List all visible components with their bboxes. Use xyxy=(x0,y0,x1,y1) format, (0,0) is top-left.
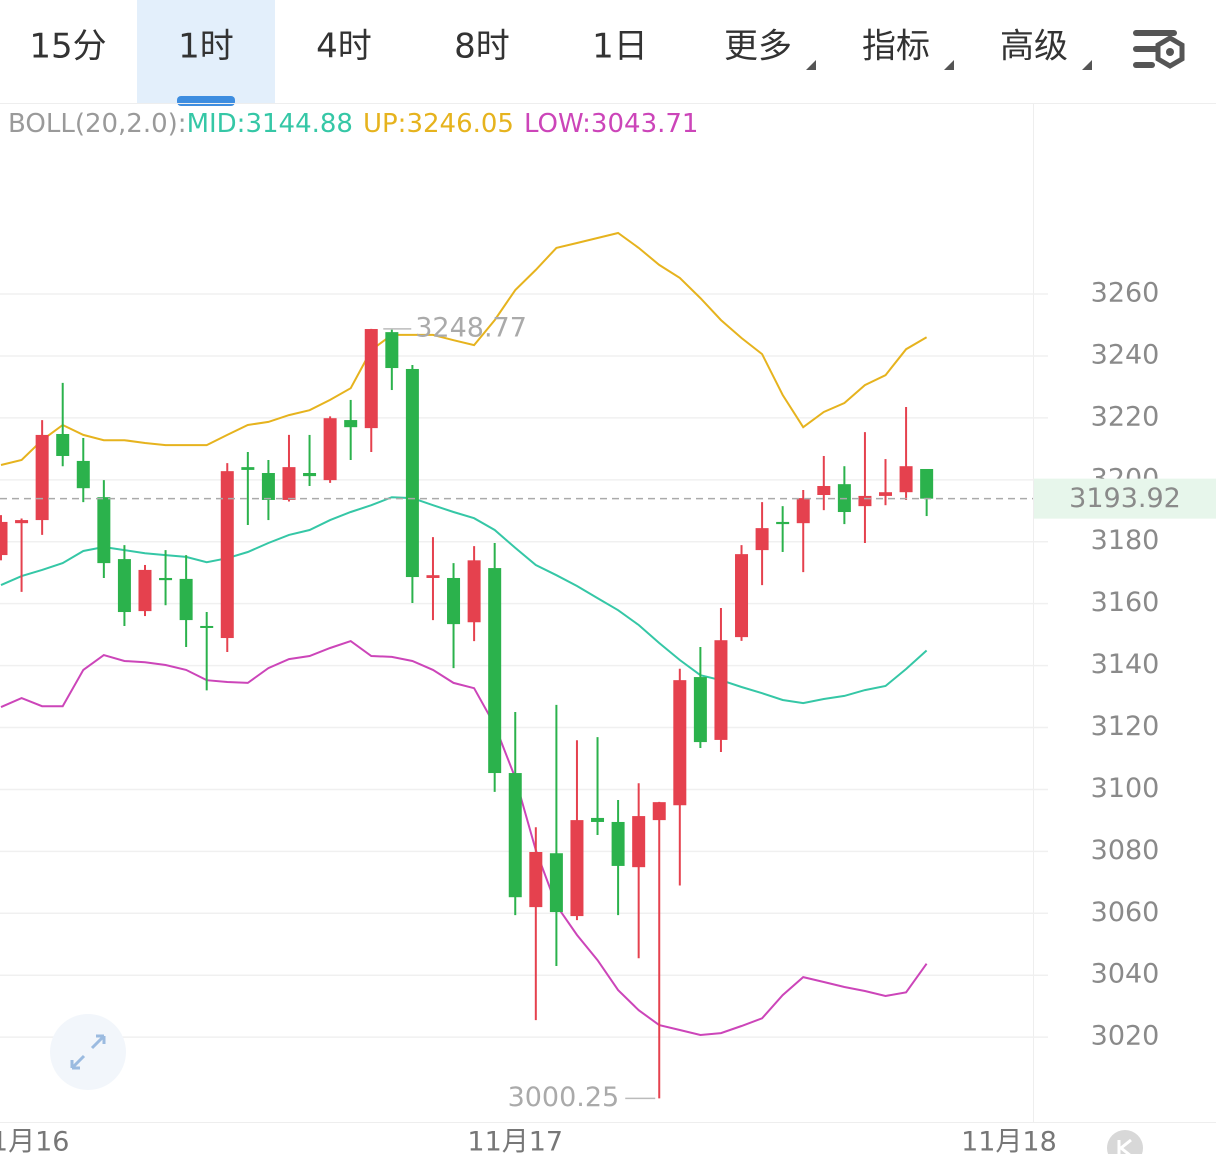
candle-body xyxy=(447,577,461,625)
boll-line xyxy=(0,231,928,466)
boll-lines xyxy=(0,231,928,1037)
candle-body xyxy=(282,467,296,500)
tab[interactable]: 15分 xyxy=(29,27,106,67)
candle-body xyxy=(652,802,666,821)
candle-body xyxy=(467,560,481,623)
y-tick-label: 3240 xyxy=(1091,339,1160,370)
candle-body xyxy=(632,816,646,868)
boll-line xyxy=(0,496,928,705)
indicator-label: BOLL(20,2.0): xyxy=(8,109,187,139)
candle-body xyxy=(858,495,872,507)
high-annotation: 3248.77 xyxy=(415,312,527,343)
y-tick-label: 3140 xyxy=(1091,649,1160,680)
boll-legend: BOLL(20,2.0):MID:3144.88 UP:3246.05 LOW:30… xyxy=(8,109,698,139)
tab[interactable]: 8时 xyxy=(454,27,510,67)
tab[interactable]: 1日 xyxy=(592,27,648,67)
candle-body xyxy=(261,473,275,500)
expand-button[interactable] xyxy=(50,1014,126,1090)
overlay: 3248.77 3000.25 3193.92 xyxy=(0,312,1216,1113)
candle-body xyxy=(735,554,749,638)
y-tick-label: 3160 xyxy=(1091,587,1160,618)
candle-body xyxy=(344,420,358,428)
candle-body xyxy=(508,773,522,898)
k-button[interactable] xyxy=(1107,1130,1143,1154)
candles xyxy=(0,328,934,1099)
candle-body xyxy=(323,418,337,481)
candle-body xyxy=(76,460,90,489)
y-tick-label: 3260 xyxy=(1091,278,1160,309)
tab[interactable]: 指标 xyxy=(862,27,930,67)
candle-body xyxy=(817,486,831,495)
candle-body xyxy=(15,520,29,524)
tab[interactable]: 高级 xyxy=(1000,27,1068,67)
legend-entry: MID:3144.88 xyxy=(187,109,353,139)
candle-body xyxy=(56,433,70,456)
candle-body xyxy=(35,434,49,521)
active-tab-bg xyxy=(137,0,275,103)
candle-body xyxy=(426,575,440,578)
x-tick-label: 11月16 xyxy=(0,1127,69,1154)
last-price-label: 3193.92 xyxy=(1069,483,1181,514)
candle-body xyxy=(796,498,810,524)
tab-bar: 15分 1时 4时 8时 1日 更多 指标 高级 xyxy=(29,0,1068,106)
active-tab-indicator xyxy=(177,96,235,106)
tab[interactable]: 更多 xyxy=(724,27,792,67)
candle-body xyxy=(776,521,790,525)
y-tick-label: 3100 xyxy=(1091,773,1160,804)
y-tick-label: 3020 xyxy=(1091,1021,1160,1052)
candle-body xyxy=(159,577,173,581)
candle-body xyxy=(303,473,317,477)
y-tick-label: 3040 xyxy=(1091,959,1160,990)
candle-body xyxy=(693,677,707,743)
candle-body xyxy=(920,468,934,499)
x-tick-label: 11月18 xyxy=(961,1127,1057,1154)
tab[interactable]: 4时 xyxy=(316,27,372,67)
candle-body xyxy=(611,821,625,866)
boll-line xyxy=(0,639,928,1037)
candle-body xyxy=(241,467,255,470)
settings-icon[interactable] xyxy=(1133,30,1185,69)
last-price-box xyxy=(1034,478,1216,519)
candle-body xyxy=(364,329,378,429)
y-tick-label: 3220 xyxy=(1091,401,1160,432)
candle-body xyxy=(755,528,769,551)
dropdown-arrow xyxy=(1082,60,1092,70)
legend-entry: UP:3246.05 xyxy=(363,109,514,139)
candle-body xyxy=(529,852,543,908)
candle-body xyxy=(138,569,152,612)
candle-body xyxy=(899,466,913,493)
dropdown-arrow xyxy=(944,60,954,70)
low-annotation: 3000.25 xyxy=(508,1082,620,1113)
candle-body xyxy=(0,521,8,556)
candle-body xyxy=(200,625,214,628)
legend: BOLL(20,2.0):MID:3144.88 UP:3246.05 LOW:30… xyxy=(8,109,698,139)
y-tick-label: 3080 xyxy=(1091,835,1160,866)
candle-body xyxy=(570,820,584,917)
legend-entry: LOW:3043.71 xyxy=(524,109,698,139)
candle-body xyxy=(591,817,605,822)
candle-body xyxy=(405,368,419,578)
x-tick-label: 11月17 xyxy=(467,1127,563,1154)
candle-body xyxy=(385,332,399,369)
candle-body xyxy=(179,578,193,621)
dropdown-arrow xyxy=(806,60,816,70)
tab[interactable]: 1时 xyxy=(178,27,234,67)
candle-body xyxy=(549,853,563,913)
candle-body xyxy=(879,492,893,496)
grid: 3020304030603080310031203140316031803200… xyxy=(0,278,1159,1154)
y-tick-label: 3180 xyxy=(1091,525,1160,556)
candle-body xyxy=(117,559,131,613)
candle-body xyxy=(488,568,502,774)
y-tick-label: 3120 xyxy=(1091,711,1160,742)
candle-body xyxy=(673,680,687,806)
candle-body xyxy=(714,640,728,740)
y-tick-label: 3060 xyxy=(1091,897,1160,928)
candle-body xyxy=(97,497,111,564)
candle-body xyxy=(220,471,234,639)
